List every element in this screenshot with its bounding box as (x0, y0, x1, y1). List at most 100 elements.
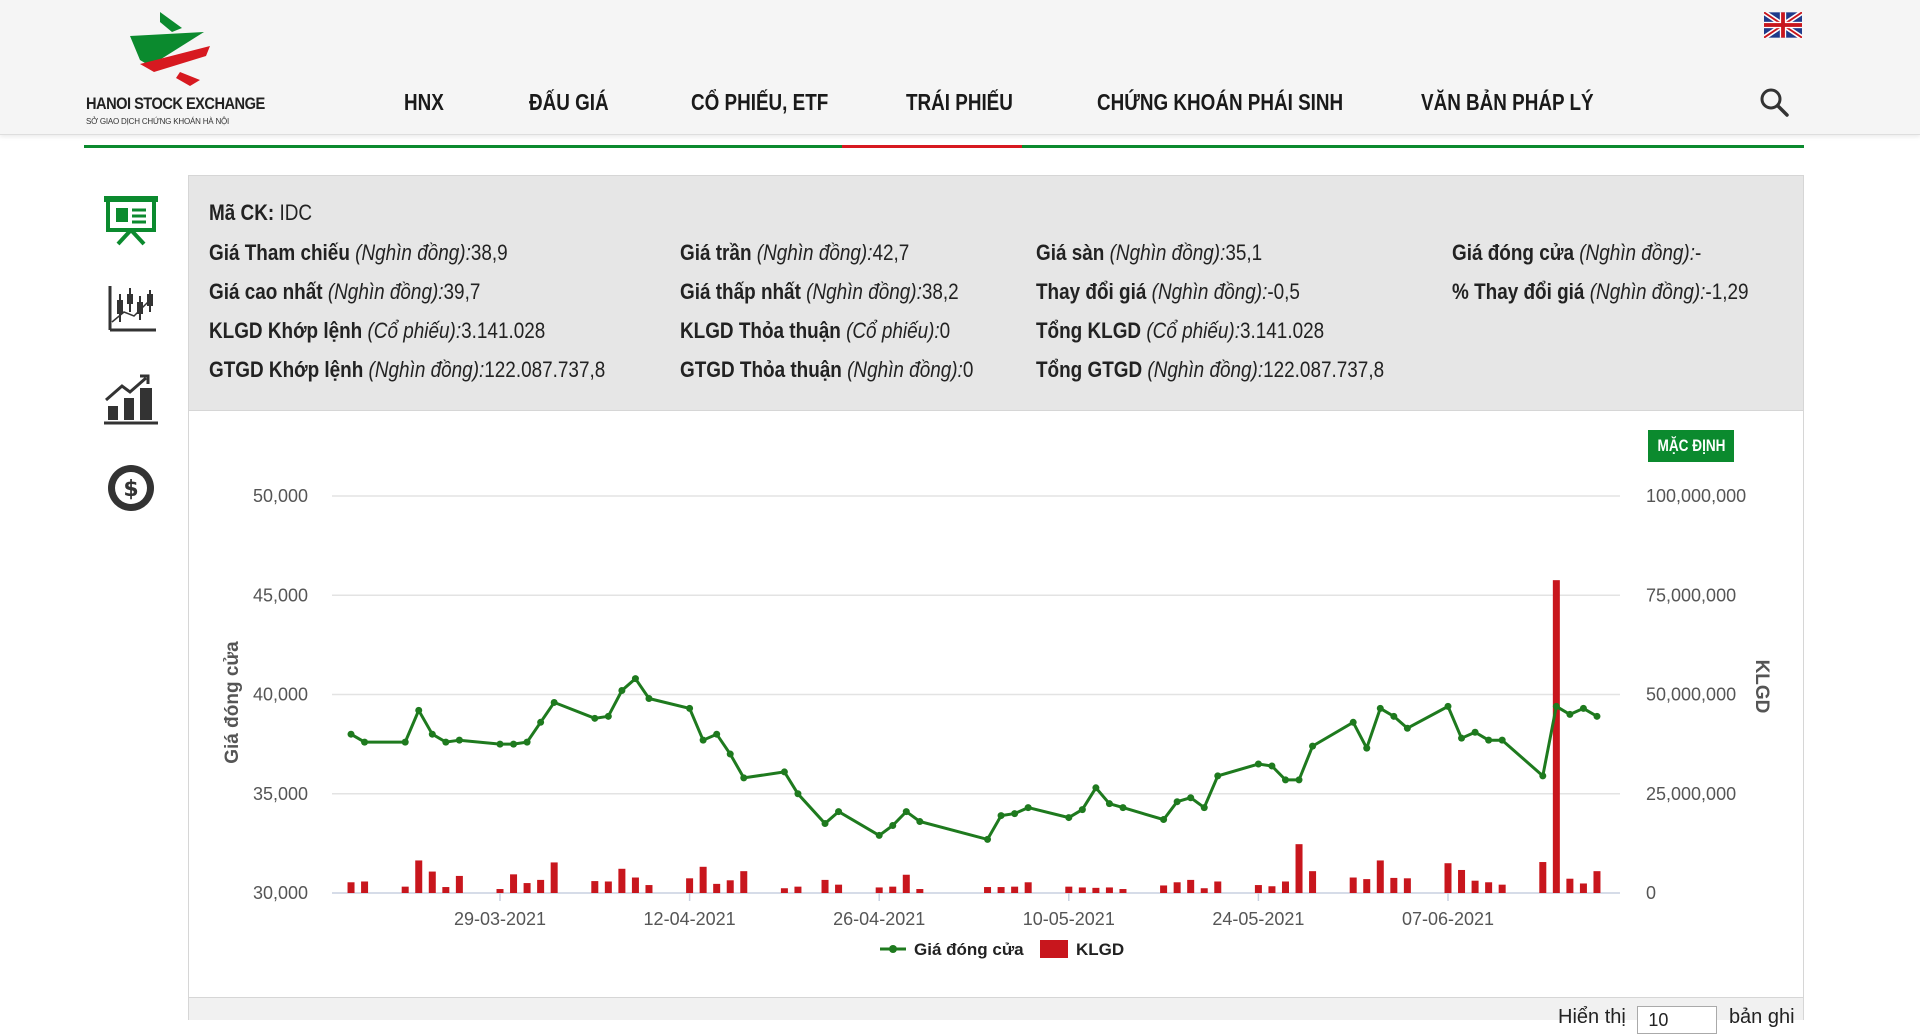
price-point (401, 738, 409, 746)
table-toolbar (188, 998, 1804, 1020)
volume-bar (1309, 871, 1317, 893)
hnx-logo[interactable]: HANOI STOCK EXCHANGE SỞ GIAO DỊCH CHỨNG … (86, 8, 265, 128)
info-unit: (Nghìn đồng): (806, 279, 922, 304)
info-price-change: Thay đổi giá (Nghìn đồng):-0,5 (1036, 279, 1300, 305)
info-unit: (Nghìn đồng): (847, 357, 963, 382)
nav-dau-gia[interactable]: ĐẤU GIÁ (529, 89, 609, 115)
info-matched-value: GTGD Khớp lệnh (Nghìn đồng):122.087.737,… (209, 357, 605, 383)
uk-flag-icon[interactable] (1762, 10, 1804, 40)
info-label: Tổng GTGD (1036, 357, 1143, 382)
volume-bar (523, 883, 531, 893)
info-floor-price: Giá sàn (Nghìn đồng):35,1 (1036, 240, 1262, 266)
page-size-select[interactable]: 10 (1637, 1006, 1718, 1034)
show-label: Hiển thị (1558, 1006, 1626, 1028)
info-label: Thay đổi giá (1036, 279, 1147, 304)
price-point (1458, 734, 1466, 742)
price-point (1281, 776, 1289, 784)
price-point (550, 698, 558, 706)
nav-van-ban-phap-ly[interactable]: VĂN BẢN PHÁP LÝ (1421, 89, 1594, 115)
presentation-board-icon[interactable] (102, 192, 160, 248)
volume-bar (428, 871, 436, 893)
volume-bar (1349, 877, 1357, 893)
y-tick-label: 30,000 (253, 883, 308, 903)
price-point (510, 740, 518, 748)
volume-bar (902, 874, 910, 893)
price-point (1065, 814, 1073, 822)
svg-text:$: $ (123, 477, 138, 502)
y2-tick-label: 100,000,000 (1646, 486, 1746, 506)
search-icon[interactable] (1758, 86, 1790, 118)
price-point (1214, 772, 1222, 780)
page-size-control: Hiển thị 10 bản ghi (1558, 1006, 1795, 1034)
volume-bar (442, 887, 450, 893)
volume-bar (1295, 844, 1303, 893)
volume-bar (780, 888, 788, 893)
y2-tick-label: 75,000,000 (1646, 585, 1736, 605)
volume-bar (1105, 887, 1113, 893)
info-label: Tổng KLGD (1036, 318, 1142, 343)
nav-co-phieu-etf[interactable]: CỔ PHIẾU, ETF (691, 89, 829, 115)
x-tick-label: 12-04-2021 (644, 909, 736, 929)
nav-trai-phieu[interactable]: TRÁI PHIẾU (906, 89, 1013, 115)
info-label: KLGD Khớp lệnh (209, 318, 363, 343)
y2-axis-title: KLGD (1751, 660, 1772, 714)
price-point (442, 738, 450, 746)
price-point (523, 738, 531, 746)
default-view-button[interactable]: MẶC ĐỊNH (1648, 430, 1734, 462)
volume-bar (1078, 887, 1086, 893)
dollar-coin-icon[interactable]: $ (102, 460, 160, 516)
info-total-value: Tổng GTGD (Nghìn đồng):122.087.737,8 (1036, 357, 1384, 383)
volume-bar (916, 889, 924, 893)
price-point (1498, 736, 1506, 744)
info-label: Giá đóng cửa (1452, 240, 1574, 265)
price-point (618, 687, 626, 695)
y-tick-label: 50,000 (253, 486, 308, 506)
legend-label: Giá đóng cửa (914, 940, 1024, 959)
info-label: Giá thấp nhất (680, 279, 801, 304)
records-label: bản ghi (1728, 1006, 1795, 1028)
price-point (889, 822, 897, 830)
volume-bar (496, 889, 504, 893)
info-unit: (Cổ phiếu): (846, 318, 940, 343)
price-point (686, 704, 694, 712)
y-axis-title: Giá đóng cửa (222, 641, 243, 764)
price-volume-chart: 30,000 35,000 40,000 45,000 50,000 0 25,000,00… (222, 486, 1772, 959)
price-point (415, 706, 423, 714)
candlestick-chart-icon[interactable] (102, 282, 160, 338)
nav-hnx[interactable]: HNX (404, 89, 444, 115)
volume-bar (591, 881, 599, 893)
info-value: 3.141.028 (1239, 318, 1325, 343)
legend-bar-marker (1040, 940, 1068, 958)
info-matched-volume: KLGD Khớp lệnh (Cổ phiếu):3.141.028 (209, 318, 545, 344)
info-value: 38,2 (921, 279, 959, 304)
price-point (726, 750, 734, 758)
price-point (496, 740, 504, 748)
info-label: GTGD Thỏa thuận (680, 357, 842, 382)
volume-bar (1268, 886, 1276, 893)
volume-bar (1498, 884, 1506, 893)
price-point (1092, 784, 1100, 792)
volume-bar (740, 871, 748, 893)
volume-bar (1593, 871, 1601, 893)
price-point (1552, 702, 1560, 710)
info-ceiling-price: Giá trần (Nghìn đồng):42,7 (680, 240, 909, 266)
price-point (1309, 742, 1317, 750)
info-value: 0 (939, 318, 951, 343)
info-label: % Thay đổi giá (1452, 279, 1585, 304)
hnx-logo-mark-icon (130, 12, 210, 86)
volume-bar (347, 882, 355, 893)
info-unit: (Nghìn đồng): (1579, 240, 1695, 265)
info-low-price: Giá thấp nhất (Nghìn đồng):38,2 (680, 279, 959, 305)
volume-bar (1471, 880, 1479, 893)
info-close-price: Giá đóng cửa (Nghìn đồng):- (1452, 240, 1701, 266)
bar-growth-chart-icon[interactable] (102, 372, 160, 428)
price-point (1593, 712, 1601, 720)
volume-bar (1065, 886, 1073, 893)
price-line (350, 676, 1598, 842)
nav-chung-khoan-phai-sinh[interactable]: CHỨNG KHOÁN PHÁI SINH (1097, 89, 1344, 115)
y2-tick-label: 0 (1646, 883, 1656, 903)
info-unit: (Nghìn đồng): (1151, 279, 1268, 304)
price-point (916, 818, 924, 826)
volume-bar (1444, 863, 1452, 893)
x-tick-label: 10-05-2021 (1023, 909, 1115, 929)
